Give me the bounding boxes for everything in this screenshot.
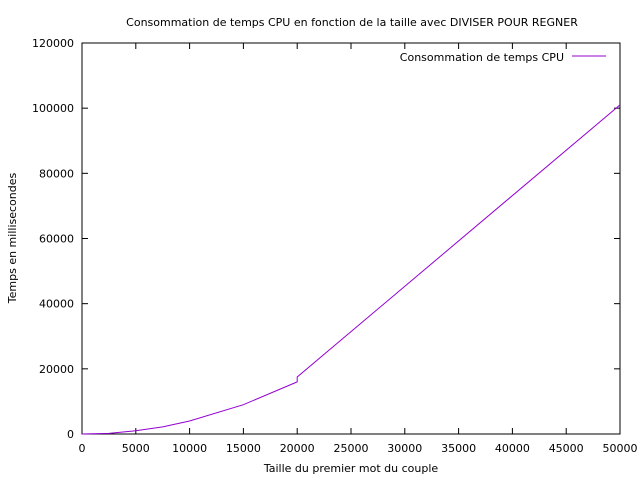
y-tick-label: 100000 (32, 102, 74, 115)
x-tick-label: 5000 (122, 442, 150, 455)
series-line (81, 104, 621, 435)
x-tick-label: 15000 (226, 442, 261, 455)
x-tick-label: 35000 (441, 442, 476, 455)
x-tick-label: 25000 (334, 442, 369, 455)
y-tick-label: 0 (67, 428, 74, 441)
x-tick-label: 30000 (387, 442, 422, 455)
y-tick-label: 80000 (39, 167, 74, 180)
x-tick-label: 0 (79, 442, 86, 455)
chart-title: Consommation de temps CPU en fonction de… (126, 16, 578, 29)
x-tick-label: 45000 (549, 442, 584, 455)
y-tick-label: 40000 (39, 298, 74, 311)
x-axis: 0 5000 10000 15000 20000 25000 30000 35000 40000… (79, 43, 638, 455)
y-axis: 0 20000 40000 60000 80000 100000 120000 (32, 37, 620, 441)
x-axis-label: Taille du premier mot du couple (263, 462, 439, 475)
series-layer (81, 104, 621, 435)
x-tick-label: 40000 (495, 442, 530, 455)
legend-label: Consommation de temps CPU (400, 51, 564, 64)
x-tick-label: 20000 (280, 442, 315, 455)
legend: Consommation de temps CPU (400, 51, 606, 64)
y-tick-label: 20000 (39, 363, 74, 376)
plot-frame (81, 42, 621, 435)
y-axis-label: Temps en millisecondes (6, 173, 19, 305)
x-tick-label: 10000 (172, 442, 207, 455)
y-tick-label: 60000 (39, 233, 74, 246)
y-tick-label: 120000 (32, 37, 74, 50)
x-tick-label: 50000 (603, 442, 638, 455)
